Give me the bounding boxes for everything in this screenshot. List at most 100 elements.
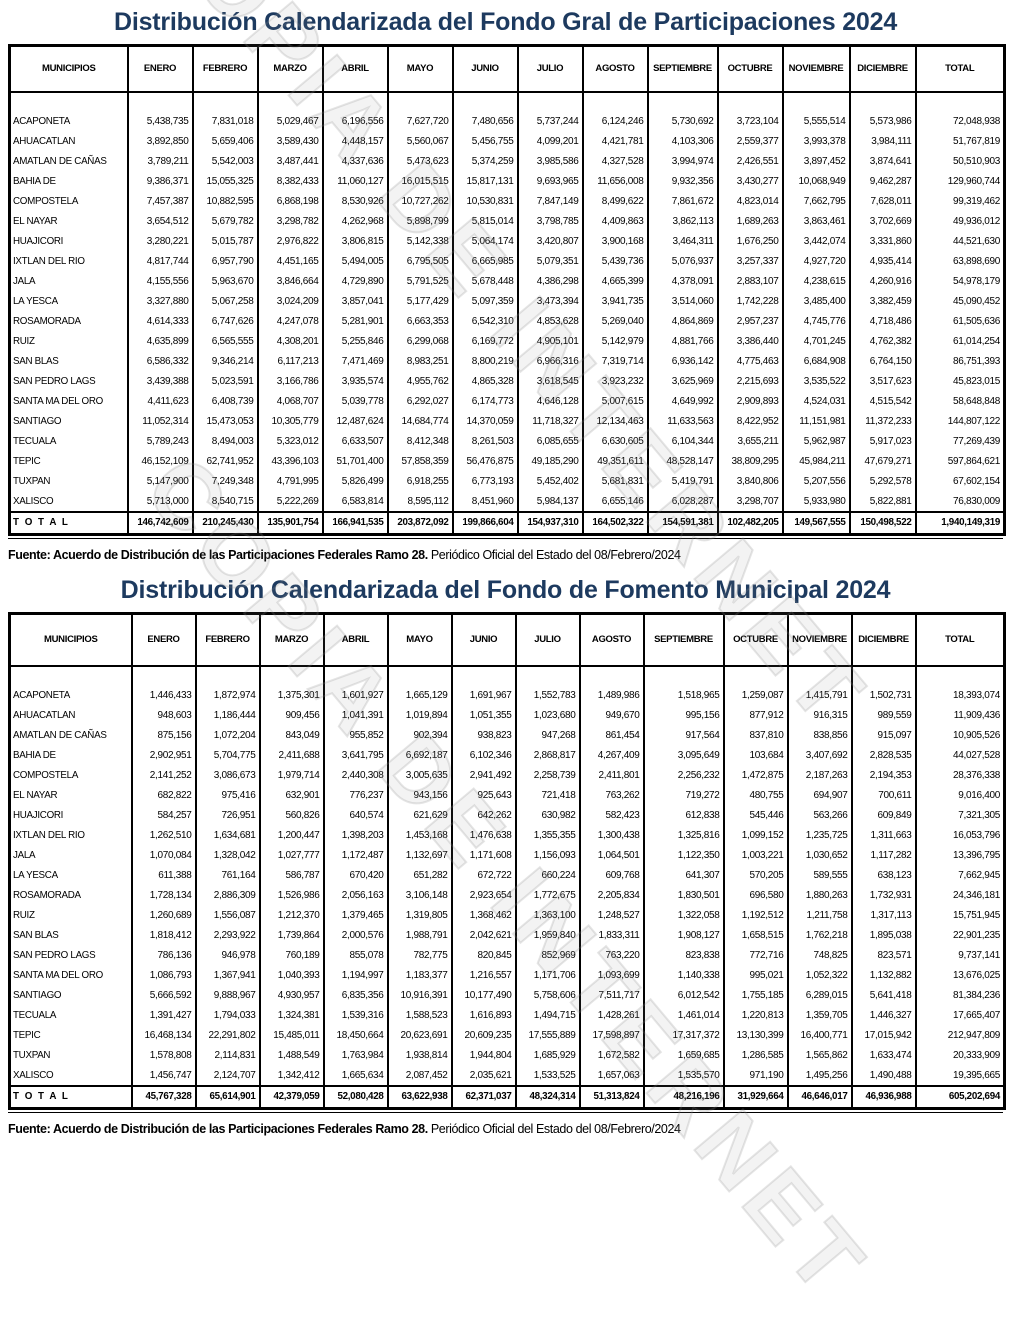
column-header: MARZO	[256, 45, 323, 93]
municipality-label: SAN PEDRO LAGS	[13, 376, 96, 387]
spacer-cell	[786, 665, 852, 686]
cell-value: 5,023,591	[191, 371, 258, 392]
cell-value: 584,257	[130, 805, 196, 826]
table-row: SANTIAGO 5,666,592 9,888,967 4,930,957 6,835…	[10, 985, 1005, 1006]
cell-value: 6,289,015	[786, 985, 852, 1006]
cell-value: 989,559	[850, 705, 916, 726]
table-row: BAHIA DE 9,386,371 15,055,325 8,382,433 11,0…	[10, 171, 1005, 192]
cell-value: 1,518,965	[642, 685, 724, 706]
spacer-cell	[258, 665, 324, 686]
cell-value: 3,862,113	[646, 211, 718, 232]
cell-value: 3,166,786	[256, 371, 323, 392]
cell-value: 694,907	[786, 785, 852, 806]
cell-value: 5,222,269	[256, 491, 323, 512]
cell-value: 2,042,621	[450, 925, 516, 946]
cell-value: 1,453,168	[386, 825, 452, 846]
cell-value: 5,292,578	[848, 471, 916, 492]
municipality-label: TUXPAN	[13, 476, 51, 487]
cell-value: 20,623,691	[386, 1025, 452, 1046]
cell-value: 3,487,441	[256, 151, 323, 172]
total-value: 65,614,901	[194, 1084, 260, 1109]
cell-value: 6,542,310	[451, 311, 518, 332]
cell-value: 5,704,775	[194, 745, 260, 766]
cell-value: 1,216,557	[450, 965, 516, 986]
cell-value: 1,490,488	[850, 1065, 916, 1086]
cell-value: 7,511,717	[578, 985, 644, 1006]
table-row: TEPIC 16,468,134 22,291,802 15,485,011 18,45…	[10, 1025, 1005, 1046]
cell-value: 12,487,624	[321, 411, 388, 432]
cell-value: 17,598,897	[578, 1025, 644, 1046]
spacer-cell	[646, 91, 718, 112]
municipality-label: TECUALA	[13, 1010, 57, 1021]
spacer-cell	[642, 665, 724, 686]
table-outer-border: MUNICIPIOS ENERO FEBRERO MARZO ABRIL MAYO JUNI…	[8, 612, 1006, 1113]
cell-value: 3,485,400	[781, 291, 850, 312]
cell-value: 1,658,515	[722, 925, 788, 946]
source-note-normal: Periódico Oficial del Estado del 08/Febr…	[427, 548, 681, 562]
column-header: ABRIL	[322, 613, 388, 667]
table-row: ROSAMORADA 1,728,134 2,886,309 1,526,986 2,0…	[10, 885, 1005, 906]
spacer-cell	[130, 665, 196, 686]
cell-value: 782,775	[386, 945, 452, 966]
cell-value: 1,488,549	[258, 1045, 324, 1066]
cell-value: 7,861,672	[646, 191, 718, 212]
cell-value: 51,767,819	[914, 131, 1005, 152]
cell-value: 4,646,128	[516, 391, 583, 412]
cell-value: 6,196,556	[321, 111, 388, 132]
cell-value: 3,464,311	[646, 231, 718, 252]
column-header: OCTUBRE	[716, 45, 783, 93]
cell-value: 5,984,137	[516, 491, 583, 512]
cell-value: 1,099,152	[722, 825, 788, 846]
municipality-label: ROSAMORADA	[13, 316, 81, 327]
cell-value: 9,386,371	[126, 171, 193, 192]
cell-value: 2,941,492	[450, 765, 516, 786]
total-value: 42,379,059	[258, 1084, 324, 1109]
cell-value: 696,580	[722, 885, 788, 906]
cell-value: 3,257,337	[716, 251, 783, 272]
cell-value: 6,684,908	[781, 351, 850, 372]
spacer-cell	[386, 665, 452, 686]
cell-value: 22,901,235	[914, 925, 1005, 946]
cell-value: 7,321,305	[914, 805, 1005, 826]
cell-value: 5,659,406	[191, 131, 258, 152]
cell-value: 3,723,104	[716, 111, 783, 132]
cell-value: 3,941,735	[581, 291, 648, 312]
cell-value: 11,052,314	[126, 411, 193, 432]
cell-value: 1,665,634	[322, 1065, 388, 1086]
cell-value: 1,908,127	[642, 925, 724, 946]
cell-value: 5,679,782	[191, 211, 258, 232]
cell-value: 1,019,894	[386, 705, 452, 726]
cell-value: 212,947,809	[914, 1025, 1005, 1046]
cell-value: 1,186,444	[194, 705, 260, 726]
total-value: 48,216,196	[642, 1084, 724, 1109]
cell-value: 4,337,636	[321, 151, 388, 172]
spacer-cell	[322, 665, 388, 686]
spacer-cell	[722, 665, 788, 686]
cell-value: 3,874,641	[848, 151, 916, 172]
cell-value: 3,439,388	[126, 371, 193, 392]
cell-value: 955,852	[322, 725, 388, 746]
cell-value: 823,838	[642, 945, 724, 966]
cell-value: 875,156	[130, 725, 196, 746]
cell-value: 38,809,295	[716, 451, 783, 472]
cell-value: 640,574	[322, 805, 388, 826]
cell-value: 3,900,168	[581, 231, 648, 252]
cell-value: 1,200,447	[258, 825, 324, 846]
table-row: EL NAYAR 3,654,512 5,679,782 3,298,782 4,262…	[10, 211, 1005, 232]
cell-value: 3,517,623	[848, 371, 916, 392]
cell-value: 10,727,262	[386, 191, 453, 212]
cell-value: 4,267,409	[578, 745, 644, 766]
table-row: AMATLAN DE CAÑAS 875,156 1,072,204 843,049 9…	[10, 725, 1005, 746]
table-row: COMPOSTELA 7,457,387 10,882,595 6,868,198 8,…	[10, 191, 1005, 212]
total-value: 1,940,149,319	[914, 510, 1005, 535]
cell-value: 11,909,436	[914, 705, 1005, 726]
cell-value: 545,446	[722, 805, 788, 826]
cell-value: 18,450,664	[322, 1025, 388, 1046]
cell-value: 5,067,258	[191, 291, 258, 312]
column-header: DICIEMBRE	[850, 613, 916, 667]
cell-value: 7,628,011	[848, 191, 916, 212]
cell-value: 4,411,623	[126, 391, 193, 412]
total-value: 164,502,322	[581, 510, 648, 535]
cell-value: 28,376,338	[914, 765, 1005, 786]
table-row: SAN BLAS 6,586,332 9,346,214 6,117,213 7,471…	[10, 351, 1005, 372]
